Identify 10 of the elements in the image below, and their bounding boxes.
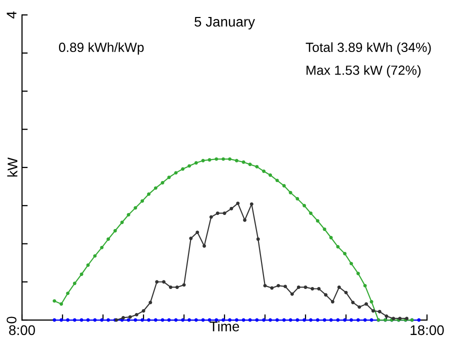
- x-tick-label: 18:00: [410, 325, 444, 336]
- y-axis-title: kW: [7, 157, 18, 177]
- annotation: 0.89 kWh/kWp: [58, 42, 144, 55]
- annotation: Max 1.53 kW (72%): [306, 65, 421, 78]
- x-tick-label: 8:00: [9, 325, 35, 336]
- y-tick-label: 4: [6, 11, 16, 18]
- annotation: Total 3.89 kWh (34%): [306, 42, 431, 55]
- chart-title: 5 January: [194, 16, 255, 30]
- y-tick-label: 0: [6, 316, 16, 324]
- x-axis-title: Time: [210, 321, 240, 332]
